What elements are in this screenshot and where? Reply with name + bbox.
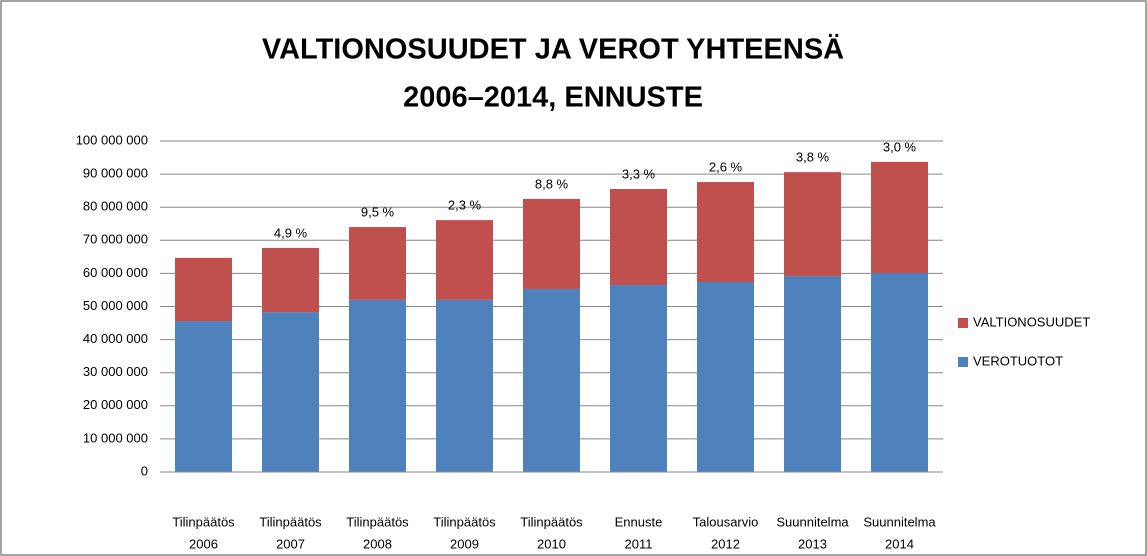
x-tick-label: 2012: [711, 536, 740, 551]
x-tick-label: 2013: [798, 536, 827, 551]
y-tick-label: 90 000 000: [83, 166, 148, 181]
growth-label: 3,3 %: [622, 166, 656, 181]
y-tick-label: 0: [141, 463, 148, 478]
x-tick-label: Talousarvio: [693, 514, 759, 529]
bar-segment: [784, 172, 841, 277]
bar-segment: [523, 198, 580, 289]
bar-segment: [523, 288, 580, 472]
x-tick-label: Tilinpäätös: [259, 514, 322, 529]
y-tick-label: 60 000 000: [83, 265, 148, 280]
bar-segment: [436, 299, 493, 472]
growth-label: 2,3 %: [448, 198, 482, 213]
legend-label: VEROTUOTOT: [973, 353, 1063, 368]
y-tick-label: 70 000 000: [83, 232, 148, 247]
bar-segment: [871, 161, 928, 274]
x-tick-label: 2014: [885, 536, 914, 551]
x-tick-label: Suunnitelma: [863, 514, 936, 529]
bar-segment: [262, 247, 319, 313]
growth-label: 4,9 %: [274, 225, 308, 240]
y-tick-label: 80 000 000: [83, 199, 148, 214]
legend-label: VALTIONOSUUDET: [973, 314, 1090, 329]
growth-label: 2,6 %: [709, 159, 743, 174]
bar-segment: [436, 220, 493, 300]
x-tick-label: 2008: [363, 536, 392, 551]
x-tick-label: Tilinpäätös: [433, 514, 496, 529]
bar-segment: [349, 227, 406, 300]
bar-segment: [697, 182, 754, 283]
growth-label: 3,8 %: [796, 150, 830, 165]
bar-segment: [871, 273, 928, 472]
legend-swatch: [958, 318, 968, 328]
x-tick-label: Suunnitelma: [776, 514, 849, 529]
y-tick-label: 100 000 000: [76, 132, 148, 147]
x-tick-label: Ennuste: [615, 514, 663, 529]
y-tick-label: 50 000 000: [83, 298, 148, 313]
y-tick-label: 40 000 000: [83, 331, 148, 346]
x-tick-label: Tilinpäätös: [346, 514, 409, 529]
x-tick-label: 2009: [450, 536, 479, 551]
y-tick-label: 30 000 000: [83, 364, 148, 379]
x-tick-label: 2007: [276, 536, 305, 551]
bar-segment: [349, 299, 406, 472]
bar-segment: [262, 312, 319, 472]
y-tick-label: 10 000 000: [83, 430, 148, 445]
chart-title: 2006–2014, ENNUSTE: [403, 82, 703, 114]
bar-segment: [697, 282, 754, 472]
x-tick-label: Tilinpäätös: [172, 514, 235, 529]
bar-segment: [784, 276, 841, 472]
x-tick-label: 2011: [625, 536, 653, 551]
growth-label: 3,0 %: [883, 139, 917, 154]
bar-segment: [175, 321, 232, 472]
y-tick-label: 20 000 000: [83, 397, 148, 412]
chart-title: VALTIONOSUUDET JA VEROT YHTEENSÄ: [262, 33, 844, 66]
x-tick-label: 2010: [537, 536, 566, 551]
growth-label: 8,8 %: [535, 176, 569, 191]
x-tick-label: Tilinpäätös: [520, 514, 583, 529]
legend-swatch: [958, 357, 968, 367]
x-tick-label: 2006: [189, 536, 218, 551]
bar-segment: [175, 257, 232, 322]
bar-segment: [610, 284, 667, 472]
growth-label: 9,5 %: [361, 204, 395, 219]
bar-segment: [610, 188, 667, 285]
